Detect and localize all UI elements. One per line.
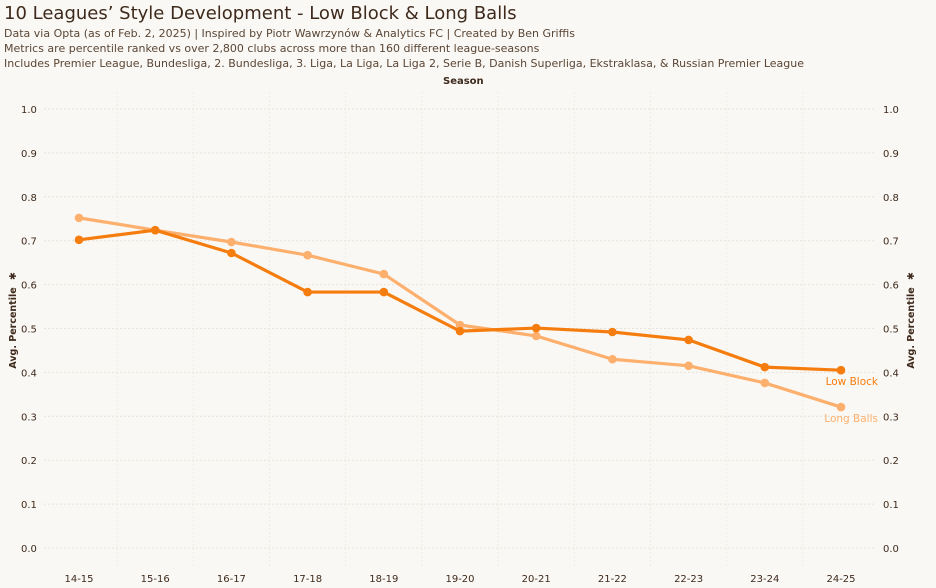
subtitle-source: Data via Opta (as of Feb. 2, 2025) | Ins… [4, 27, 575, 40]
data-point[interactable] [227, 237, 236, 247]
series-labels: Long Balls Low Block [824, 376, 879, 425]
y-axis-title-right-text: Avg. Percentile [906, 287, 917, 368]
data-point[interactable] [455, 320, 465, 330]
y-tick-label: 0.9 [883, 149, 899, 160]
y-tick-label: 1.0 [883, 105, 899, 116]
data-point[interactable] [74, 235, 84, 245]
data-point[interactable] [531, 331, 541, 341]
y-tick-label: 0.0 [883, 544, 899, 555]
data-point[interactable] [684, 361, 693, 371]
y-axis-left: 0.0 0.1 0.2 0.3 0.4 0.5 0.6 0.7 0.8 0.9 1.0 [21, 105, 37, 555]
y-tick-label: 0.7 [883, 237, 899, 248]
x-tick-label: 23-24 [750, 574, 779, 585]
data-point[interactable] [608, 354, 617, 364]
series-long-balls [74, 213, 846, 412]
y-tick-label: 0.9 [21, 149, 37, 160]
y-tick-label: 0.6 [21, 281, 37, 292]
pin-icon[interactable]: ✱ [8, 272, 19, 280]
subtitle-method: Metrics are percentile ranked vs over 2,… [4, 42, 540, 55]
x-tick-label: 15-16 [141, 574, 170, 585]
x-tick-label: 17-18 [293, 574, 322, 585]
subtitle-leagues: Includes Premier League, Bundesliga, 2. … [4, 57, 805, 70]
x-tick-label: 24-25 [826, 574, 855, 585]
y-tick-label: 0.6 [883, 281, 899, 292]
x-tick-label: 21-22 [598, 574, 627, 585]
data-point[interactable] [303, 287, 312, 297]
data-point[interactable] [836, 365, 846, 375]
data-point[interactable] [379, 287, 389, 297]
pin-icon[interactable]: ✱ [906, 272, 917, 280]
y-axis-title-right: Avg. Percentile ✱ [906, 272, 917, 369]
y-tick-label: 0.1 [883, 500, 899, 511]
data-point[interactable] [379, 269, 389, 279]
x-tick-label: 16-17 [217, 574, 246, 585]
data-point[interactable] [760, 378, 770, 388]
x-axis: 14-15 15-16 16-17 17-18 18-19 19-20 20-21 21-22… [64, 574, 855, 585]
data-point[interactable] [227, 248, 236, 258]
y-tick-label: 0.3 [883, 412, 899, 423]
gridlines [44, 92, 876, 568]
series-end-label: Low Block [826, 376, 879, 388]
y-axis-title-left: Avg. Percentile ✱ [8, 272, 19, 369]
y-tick-label: 0.3 [21, 412, 37, 423]
y-tick-label: 0.8 [883, 193, 899, 204]
series-low-block [74, 225, 846, 375]
x-tick-label: 19-20 [445, 574, 474, 585]
y-axis-title-left-text: Avg. Percentile [8, 287, 19, 368]
y-tick-label: 1.0 [21, 105, 37, 116]
y-tick-label: 0.4 [883, 368, 899, 379]
data-point[interactable] [760, 362, 770, 372]
y-tick-label: 0.2 [883, 456, 899, 467]
y-tick-label: 0.7 [21, 237, 37, 248]
series-group [74, 213, 846, 412]
data-point[interactable] [150, 225, 160, 235]
x-tick-label: 18-19 [369, 574, 398, 585]
x-tick-label: 22-23 [674, 574, 703, 585]
data-point[interactable] [608, 327, 617, 337]
y-tick-label: 0.2 [21, 456, 37, 467]
y-axis-right: 0.0 0.1 0.2 0.3 0.4 0.5 0.6 0.7 0.8 0.9 1.0 [883, 105, 899, 555]
y-tick-label: 0.5 [883, 325, 899, 336]
data-point[interactable] [455, 326, 465, 336]
data-point[interactable] [74, 213, 84, 223]
y-tick-label: 0.0 [21, 544, 37, 555]
data-point[interactable] [836, 402, 846, 412]
y-tick-label: 0.8 [21, 193, 37, 204]
chart-title: 10 Leagues’ Style Development - Low Bloc… [4, 3, 517, 24]
x-tick-label: 14-15 [64, 574, 93, 585]
data-point[interactable] [531, 323, 541, 333]
data-point[interactable] [303, 250, 312, 260]
x-axis-title: Season [443, 76, 484, 87]
y-tick-label: 0.4 [21, 368, 37, 379]
data-point[interactable] [684, 335, 693, 345]
series-end-label: Long Balls [824, 413, 878, 425]
y-tick-label: 0.1 [21, 500, 37, 511]
x-tick-label: 20-21 [522, 574, 551, 585]
y-tick-label: 0.5 [21, 325, 37, 336]
